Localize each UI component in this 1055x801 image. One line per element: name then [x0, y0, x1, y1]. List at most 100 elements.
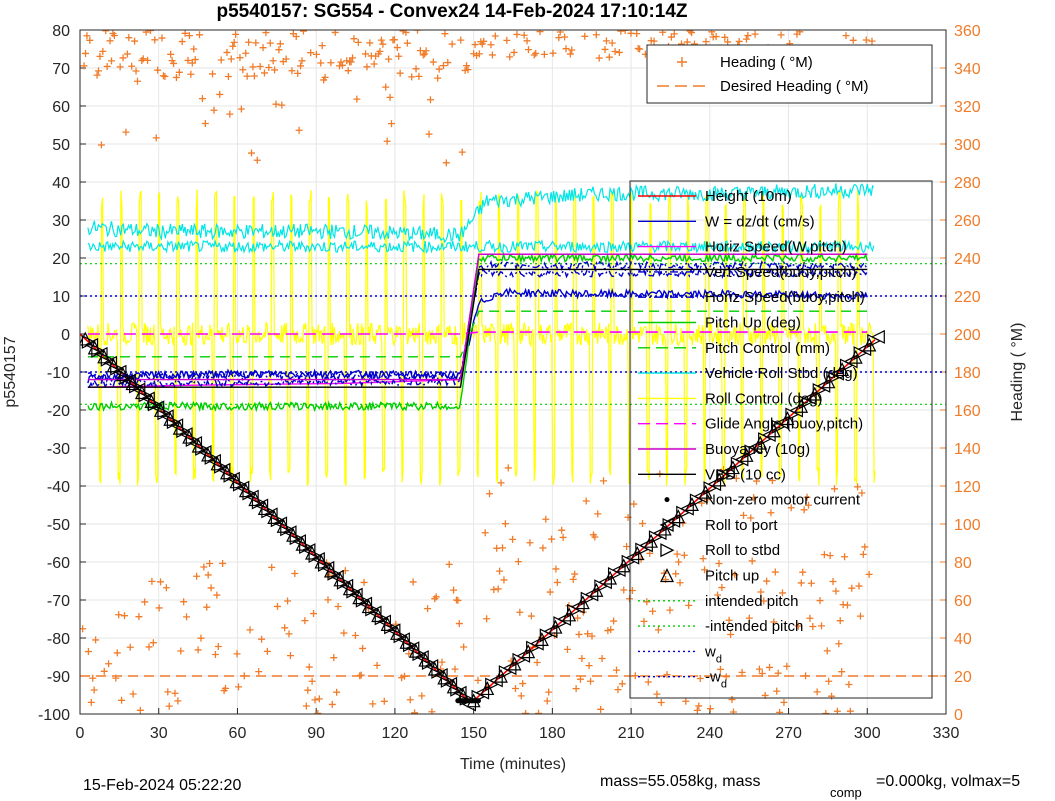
heading-point	[116, 63, 124, 71]
marker-left	[870, 329, 885, 344]
heading-point	[237, 105, 245, 113]
marker-left	[488, 673, 503, 688]
heading-point	[128, 62, 136, 70]
heading-point	[258, 635, 266, 643]
y-tick-label: 80	[52, 23, 70, 40]
heading-point	[170, 59, 178, 67]
heading-point	[383, 137, 391, 145]
heading-point	[438, 658, 446, 666]
marker-right	[232, 477, 247, 492]
heading-point	[770, 618, 778, 626]
marker-right	[412, 647, 427, 662]
heading-point	[115, 611, 123, 619]
heading-point	[125, 34, 133, 42]
heading-point	[295, 126, 303, 134]
heading-point	[829, 577, 837, 585]
heading-point	[804, 501, 812, 509]
y-tick-label: 60	[52, 99, 70, 116]
heading-point	[617, 30, 625, 35]
heading-point	[659, 30, 667, 36]
heading-point	[474, 676, 482, 684]
heading-point	[353, 95, 361, 103]
heading-point	[509, 535, 517, 543]
heading-point	[263, 647, 271, 655]
marker-left	[734, 452, 749, 467]
heading-point	[411, 709, 419, 714]
heading-point	[780, 698, 788, 706]
heading-point	[213, 591, 221, 599]
marker-right	[185, 433, 200, 448]
marker-left	[516, 648, 531, 663]
plot-frame	[79, 29, 947, 715]
heading-point	[676, 579, 684, 587]
heading-point	[731, 571, 739, 579]
heading-point	[799, 568, 807, 576]
legend-main-label: intended pitch	[705, 593, 798, 610]
heading-point	[278, 101, 286, 109]
heading-point	[385, 55, 393, 63]
heading-point	[426, 96, 434, 104]
heading-point	[174, 697, 182, 705]
heading-point	[310, 610, 318, 618]
heading-point	[845, 680, 853, 688]
marker-right	[327, 566, 342, 581]
y-tick-label: 50	[52, 137, 70, 154]
legend-main-label: Glide Angle (buoy,pitch)	[705, 416, 863, 433]
marker-left	[789, 403, 804, 418]
y2-tick-label: 20	[954, 669, 972, 686]
heading-point	[190, 45, 198, 53]
heading-point	[722, 673, 730, 681]
heading-point	[181, 30, 189, 37]
heading-point	[760, 597, 768, 605]
heading-point	[750, 494, 758, 502]
heading-point	[419, 51, 427, 59]
marker-right	[251, 495, 266, 510]
heading-point	[412, 65, 420, 73]
heading-point	[600, 477, 608, 485]
y2-tick-label: 200	[954, 327, 981, 344]
y2-tick-label: 240	[954, 251, 981, 268]
heading-point	[633, 30, 641, 38]
heading-point	[380, 697, 388, 705]
heading-point	[230, 38, 238, 46]
y-tick-label: -100	[38, 707, 70, 724]
heading-point	[835, 640, 843, 648]
y2-tick-label: 220	[954, 289, 981, 306]
heading-point	[142, 30, 150, 36]
marker-left	[625, 550, 640, 565]
heading-point	[653, 690, 661, 698]
y2-tick-label: 340	[954, 61, 981, 78]
heading-point	[562, 45, 570, 53]
heading-point	[494, 585, 502, 593]
heading-point	[259, 44, 267, 52]
heading-point	[294, 69, 302, 77]
heading-point	[291, 569, 299, 577]
heading-point	[393, 44, 401, 52]
heading-point	[868, 37, 876, 45]
y-tick-label: 70	[52, 61, 70, 78]
heading-point	[183, 613, 191, 621]
heading-point	[118, 696, 126, 704]
heading-point	[548, 535, 556, 543]
y-tick-label: -30	[47, 441, 70, 458]
heading-point	[545, 688, 553, 696]
heading-point	[165, 702, 173, 710]
x-tick-label: 210	[618, 725, 645, 742]
heading-point	[546, 588, 554, 596]
heading-point	[615, 48, 623, 56]
heading-point	[820, 551, 828, 559]
heading-point	[630, 500, 638, 508]
heading-point	[776, 708, 784, 714]
heading-point	[203, 603, 211, 611]
heading-point	[816, 597, 824, 605]
heading-point	[96, 52, 104, 60]
heading-point	[620, 586, 628, 594]
heading-point	[455, 620, 463, 628]
heading-point	[768, 477, 776, 484]
heading-point	[141, 598, 149, 606]
heading-point	[151, 36, 159, 44]
legend-main-label: VBD (10 cc)	[705, 466, 786, 483]
heading-point	[250, 72, 258, 80]
marker-left	[611, 563, 626, 577]
heading-point	[563, 645, 571, 653]
